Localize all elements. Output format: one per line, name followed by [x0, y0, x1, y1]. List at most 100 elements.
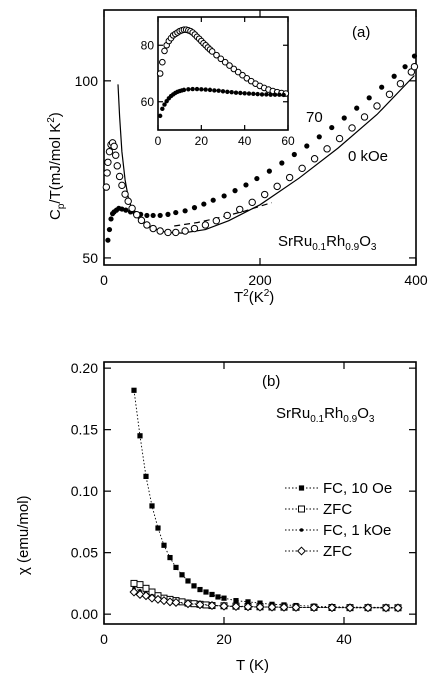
data-point — [296, 546, 307, 556]
data-point — [329, 124, 335, 131]
data-point — [155, 525, 161, 531]
data-point — [102, 183, 111, 191]
inset-y-tick-label: 80 — [141, 38, 155, 52]
data-point — [298, 485, 305, 491]
series-line — [133, 390, 399, 608]
field-zero-label: 0 kOe — [348, 148, 388, 165]
x-tick-label: 200 — [248, 272, 272, 288]
data-point — [115, 172, 124, 181]
data-point — [121, 190, 129, 198]
data-point — [164, 228, 172, 237]
panel-b-xlabel: T (K) — [236, 657, 269, 674]
y-tick-label: 0.05 — [71, 545, 98, 561]
data-point — [243, 182, 249, 188]
data-point — [135, 589, 145, 599]
inset-x-tick-label: 20 — [195, 134, 209, 148]
data-point — [106, 226, 113, 233]
panel-b-chart: 0 20 400.000.050.100.150.20 FC, 10 OeZFCFC… — [15, 360, 417, 674]
data-point — [149, 224, 157, 233]
panel-b-ylabel: χ (emu/mol) — [15, 495, 32, 575]
data-point — [173, 209, 179, 216]
data-point — [298, 505, 305, 513]
data-point — [291, 151, 297, 158]
legend-label: ZFC — [323, 543, 352, 560]
data-point — [105, 147, 114, 156]
data-point — [156, 70, 164, 77]
data-point — [104, 158, 112, 166]
data-point — [260, 190, 269, 199]
data-point — [137, 433, 143, 439]
data-point — [194, 86, 200, 92]
field-high-label: 70 — [306, 109, 323, 126]
data-point — [238, 90, 243, 96]
data-point — [323, 145, 331, 153]
data-point — [171, 597, 181, 607]
data-point — [133, 211, 141, 219]
data-point — [354, 105, 360, 111]
data-point — [136, 581, 144, 589]
data-point — [161, 47, 168, 55]
data-point — [186, 87, 191, 92]
data-point — [110, 142, 118, 151]
data-point — [191, 583, 197, 589]
data-point — [141, 591, 151, 601]
inset-ticks: 0 20 40 60 60 80 — [141, 17, 295, 148]
data-point — [217, 55, 225, 63]
data-point — [410, 62, 419, 71]
data-point — [248, 198, 256, 207]
panel-a-chart: 0 200 400 50 100 0 20 40 60 60 80 (a) 70 0 kOe Sr… — [46, 9, 428, 306]
data-point — [379, 84, 385, 90]
data-point — [209, 591, 215, 598]
data-point — [160, 106, 165, 112]
data-point — [236, 205, 244, 214]
data-point — [279, 160, 285, 166]
data-point — [190, 224, 199, 233]
data-point — [185, 578, 191, 584]
data-point — [159, 58, 166, 66]
data-point — [167, 554, 173, 561]
x-tick-label: 0 — [100, 631, 108, 647]
panel-b-frame — [103, 361, 417, 625]
inset-x-tick-label: 0 — [155, 134, 162, 148]
data-point — [201, 221, 210, 229]
x-tick-label: 0 — [100, 272, 108, 288]
data-point — [402, 64, 408, 70]
data-point — [112, 151, 120, 159]
data-point — [345, 603, 355, 613]
data-point — [157, 212, 163, 219]
panel-b-ticks: 0 20 40 0.00 0.05 0.10 0.15 0.20 — [71, 360, 416, 647]
data-point — [203, 589, 209, 595]
data-point — [226, 62, 233, 69]
data-point — [407, 68, 416, 76]
data-point — [156, 227, 164, 235]
data-point — [266, 168, 272, 174]
data-point — [165, 211, 171, 217]
data-point — [285, 173, 294, 182]
data-point — [123, 207, 129, 213]
data-point — [212, 217, 221, 225]
panel-a-data-points — [102, 53, 419, 243]
data-point — [197, 586, 203, 593]
panel-a-compound-label: SrRu0.1Rh0.9O3 — [278, 233, 377, 253]
x-tick-label: 40 — [336, 631, 352, 647]
data-point — [210, 197, 216, 203]
data-point — [348, 124, 356, 132]
data-point — [142, 584, 150, 592]
panel-b-compound-label: SrRu0.1Rh0.9O3 — [276, 405, 375, 425]
data-point — [157, 113, 163, 119]
data-point — [267, 602, 277, 612]
panel-b-label: (b) — [262, 373, 280, 390]
data-point — [233, 598, 239, 604]
data-point — [191, 205, 198, 211]
data-point — [298, 164, 306, 173]
data-point — [207, 87, 213, 93]
data-point — [173, 564, 179, 571]
data-point — [208, 48, 216, 55]
data-point — [220, 89, 226, 94]
data-point — [341, 115, 347, 121]
data-point — [255, 91, 260, 97]
data-point — [161, 542, 167, 548]
data-point — [268, 92, 273, 97]
data-point — [316, 134, 322, 140]
